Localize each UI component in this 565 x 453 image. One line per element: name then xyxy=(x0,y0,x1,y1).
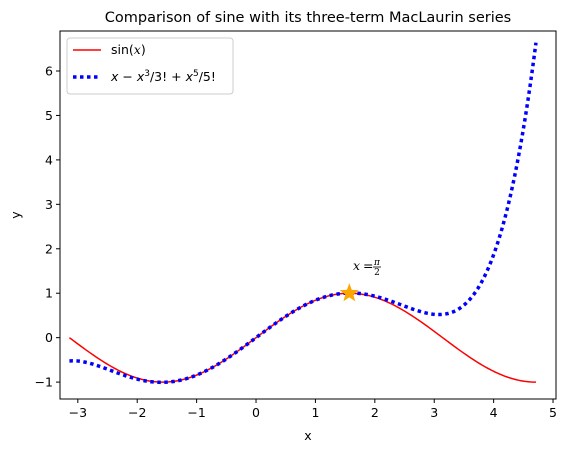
y-tick-label: −1 xyxy=(35,375,53,390)
x-tick-label: −2 xyxy=(128,405,146,420)
y-tick-label: 0 xyxy=(45,330,53,345)
y-tick-label: 6 xyxy=(45,64,53,79)
annotation-two: 2 xyxy=(374,268,380,278)
legend-box xyxy=(66,37,234,95)
y-tick-label: 2 xyxy=(45,241,53,256)
y-tick-label: 5 xyxy=(45,108,53,123)
x-tick-label: 3 xyxy=(430,405,438,420)
y-tick-label: 3 xyxy=(45,197,53,212)
annotation-pi: π xyxy=(373,258,381,268)
legend: sin(x) x − x3/3! + x5/5! xyxy=(66,37,234,95)
series-line-sin xyxy=(68,292,536,383)
y-axis-label: y xyxy=(8,211,23,219)
x-tick-label: 0 xyxy=(252,405,260,420)
x-tick-label: −1 xyxy=(187,405,205,420)
y-tick-label: 1 xyxy=(45,286,53,301)
x-axis-label: x xyxy=(304,428,311,443)
legend-label-sin: sin(x) xyxy=(111,42,146,57)
star-marker xyxy=(339,283,359,302)
x-tick-label: 1 xyxy=(311,405,319,420)
x-tick-label: 5 xyxy=(549,405,557,420)
pi-over-2-annotation: x = π 2 xyxy=(353,258,381,278)
x-tick-label: 4 xyxy=(490,405,498,420)
y-tick-label: 4 xyxy=(45,152,53,167)
legend-label-maclaurin: x − x3/3! + x5/5! xyxy=(110,69,216,84)
chart-title: Comparison of sine with its three-term M… xyxy=(105,10,511,26)
plot-area xyxy=(59,30,557,400)
annotation-equals: = xyxy=(363,258,373,273)
x-tick-label: −3 xyxy=(69,405,87,420)
annotation-x: x xyxy=(353,258,360,273)
x-tick-label: 2 xyxy=(371,405,379,420)
plot-frame xyxy=(59,30,557,400)
